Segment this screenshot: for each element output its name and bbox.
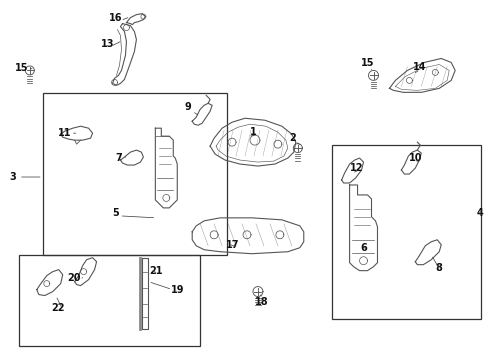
Text: 6: 6 — [360, 243, 366, 253]
Text: 18: 18 — [255, 297, 268, 306]
Text: 12: 12 — [349, 163, 363, 173]
Text: 10: 10 — [408, 153, 421, 163]
Text: 9: 9 — [184, 102, 191, 112]
Text: 15: 15 — [360, 58, 373, 68]
Text: 14: 14 — [412, 62, 425, 72]
Text: 3: 3 — [9, 172, 16, 182]
Text: 1: 1 — [249, 127, 256, 137]
Text: 21: 21 — [149, 266, 163, 276]
Text: 7: 7 — [115, 153, 122, 163]
Text: 22: 22 — [51, 302, 64, 312]
Text: 4: 4 — [476, 208, 483, 218]
Text: 20: 20 — [67, 273, 80, 283]
Text: 8: 8 — [435, 263, 442, 273]
Text: 11: 11 — [58, 128, 71, 138]
Text: 17: 17 — [226, 240, 239, 250]
Text: 19: 19 — [170, 284, 183, 294]
Text: 16: 16 — [108, 13, 122, 23]
Text: 15: 15 — [15, 63, 29, 73]
Text: 13: 13 — [101, 39, 114, 49]
Text: 2: 2 — [289, 133, 296, 143]
Text: 5: 5 — [112, 208, 119, 218]
Bar — [331, 145, 480, 319]
Bar — [42, 93, 226, 255]
Bar — [19, 255, 200, 346]
